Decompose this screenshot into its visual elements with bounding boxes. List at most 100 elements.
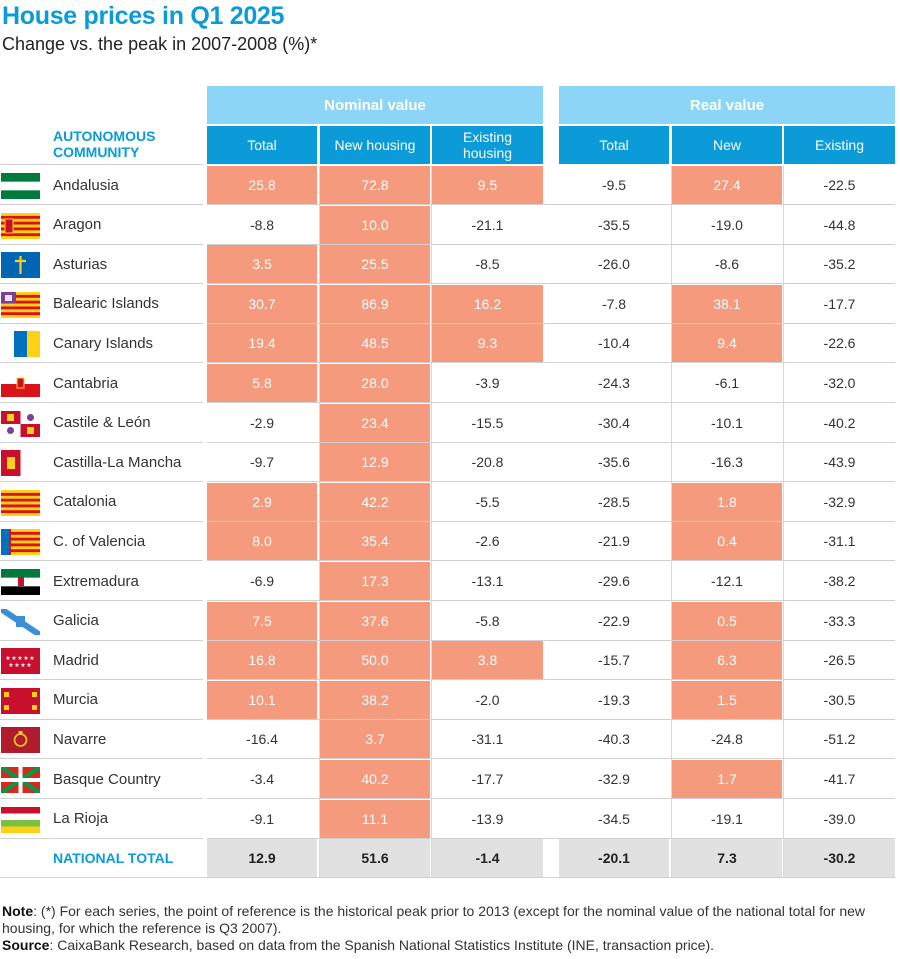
- value-cell: -30.5: [823, 691, 856, 708]
- community-name: Madrid: [53, 651, 99, 669]
- value-cell: -22.9: [598, 612, 630, 629]
- value-cell: 37.6: [320, 601, 430, 640]
- value-cell: 25.5: [320, 245, 430, 284]
- column-header: New: [672, 126, 782, 164]
- value-cell: 9.5: [432, 166, 543, 204]
- source-text: : CaixaBank Research, based on data from…: [49, 937, 715, 953]
- value-cell: -29.6: [598, 573, 630, 589]
- extremadura-flag: [1, 569, 40, 595]
- table-row: Canary Islands 19.4 48.5 9.3 -10.4 9.4 -22.6: [0, 324, 900, 364]
- value-cell: -9.5: [601, 177, 627, 193]
- table-row: Aragon -8.8 10.0 -21.1 -35.5 -19.0 -44.8: [0, 205, 900, 246]
- value-cell: -10.1: [711, 414, 743, 431]
- canary-flag: [1, 331, 40, 358]
- chart-subtitle: Change vs. the peak in 2007-2008 (%)*: [2, 34, 318, 54]
- murcia-flag: [1, 687, 40, 714]
- total-value-cell: 7.3: [672, 839, 782, 878]
- svg-text:★: ★: [20, 662, 25, 669]
- value-cell: 16.2: [432, 284, 543, 323]
- row-divider: [0, 362, 203, 364]
- value-cell: 11.1: [320, 799, 430, 838]
- value-cell: 0.5: [672, 601, 782, 640]
- total-value-cell: 12.9: [207, 839, 317, 878]
- value-cell: 1.5: [672, 680, 782, 719]
- row-divider: [0, 639, 203, 641]
- value-cell: 10.0: [320, 205, 430, 244]
- national-total-row: NATIONAL TOTAL 12.9 51.6 -1.4 -20.1 7.3 -30.2: [0, 839, 900, 879]
- value-cell: -15.7: [598, 652, 630, 669]
- total-value-cell: -20.1: [559, 839, 669, 878]
- row-divider: [207, 600, 895, 601]
- table-row: Basque Country -3.4 40.2 -17.7 -32.9 1.7 -41.7: [0, 760, 900, 800]
- table-row: Navarre -16.4 3.7 -31.1 -40.3 -24.8 -51.2: [0, 720, 900, 760]
- total-value-cell: -1.4: [432, 839, 543, 878]
- value-cell: 72.8: [320, 166, 430, 204]
- value-cell: -13.9: [471, 810, 504, 827]
- value-cell: -5.8: [475, 612, 500, 629]
- table-row: C. of Valencia 8.0 35.4 -2.6 -21.9 0.4 -31.1: [0, 522, 900, 562]
- row-divider: [0, 243, 203, 245]
- value-cell: 50.0: [320, 641, 430, 680]
- row-divider: [0, 322, 203, 324]
- community-name: Cantabria: [53, 374, 119, 392]
- value-cell: 42.2: [320, 482, 430, 521]
- table-row: Cantabria 5.8 28.0 -3.9 -24.3 -6.1 -32.0: [0, 364, 900, 404]
- value-cell: 48.5: [320, 324, 430, 363]
- table-row: Castile & León -2.9 23.4 -15.5 -30.4 -10.1 -40…: [0, 403, 900, 444]
- nominal-value-header: Nominal value: [207, 86, 543, 124]
- value-cell: -3.9: [475, 375, 500, 391]
- balearic-flag: [1, 291, 40, 318]
- column-header: Total: [559, 126, 669, 164]
- value-cell: -16.4: [246, 731, 278, 748]
- row-divider: [207, 718, 895, 720]
- row-divider: [0, 758, 203, 760]
- value-cell: -26.5: [823, 652, 856, 669]
- row-divider: [207, 204, 895, 205]
- row-divider: [0, 679, 203, 681]
- row-divider: [207, 837, 895, 839]
- row-divider: [207, 481, 895, 483]
- community-name: Aragon: [53, 216, 102, 234]
- svg-text:★: ★: [23, 655, 28, 662]
- value-cell: -2.9: [249, 414, 275, 431]
- national-total-label: NATIONAL TOTAL: [53, 850, 174, 867]
- row-divider: [207, 441, 895, 443]
- table-row: Galicia 7.5 37.6 -5.8 -22.9 0.5 -33.3: [0, 601, 900, 642]
- community-name: Catalonia: [53, 493, 117, 511]
- svg-text:★: ★: [5, 655, 10, 662]
- note-text: : (*) For each series, the point of refe…: [2, 903, 866, 936]
- row-divider: [0, 837, 203, 839]
- table-row: Balearic Islands 30.7 86.9 16.2 -7.8 38.1 -17.…: [0, 284, 900, 325]
- note-label: Note: [2, 903, 34, 919]
- value-cell: -40.3: [598, 731, 630, 748]
- svg-text:★: ★: [29, 655, 34, 662]
- value-cell: -20.8: [471, 454, 504, 471]
- value-cell: 8.0: [207, 522, 317, 561]
- value-cell: -15.5: [471, 414, 504, 431]
- row-divider: [0, 204, 203, 205]
- row-divider: [207, 679, 895, 681]
- note-line: Note: (*) For each series, the point of …: [2, 903, 894, 937]
- value-cell: 6.3: [672, 641, 782, 680]
- table-row: Extremadura -6.9 17.3 -13.1 -29.6 -12.1 -38.2: [0, 562, 900, 602]
- value-cell: -34.5: [598, 810, 630, 827]
- source-line: Source: CaixaBank Research, based on dat…: [2, 937, 894, 954]
- value-cell: -5.5: [475, 493, 500, 510]
- andalusia-flag: [1, 173, 40, 199]
- value-cell: 3.5: [207, 245, 317, 284]
- source-label: Source: [2, 937, 50, 953]
- community-name: Navarre: [53, 730, 107, 748]
- row-divider: [0, 798, 203, 799]
- column-separator: [670, 166, 672, 877]
- community-name: La Rioja: [53, 810, 109, 828]
- row-divider: [207, 639, 895, 641]
- community-name: Asturias: [53, 255, 108, 273]
- value-cell: -6.1: [714, 375, 740, 391]
- row-divider: [0, 600, 203, 601]
- value-cell: -51.2: [823, 731, 856, 748]
- value-cell: -28.5: [598, 493, 630, 510]
- row-divider: [0, 481, 203, 483]
- total-value-cell: -30.2: [784, 839, 895, 878]
- value-cell: -43.9: [823, 454, 856, 471]
- row-divider: [207, 402, 895, 403]
